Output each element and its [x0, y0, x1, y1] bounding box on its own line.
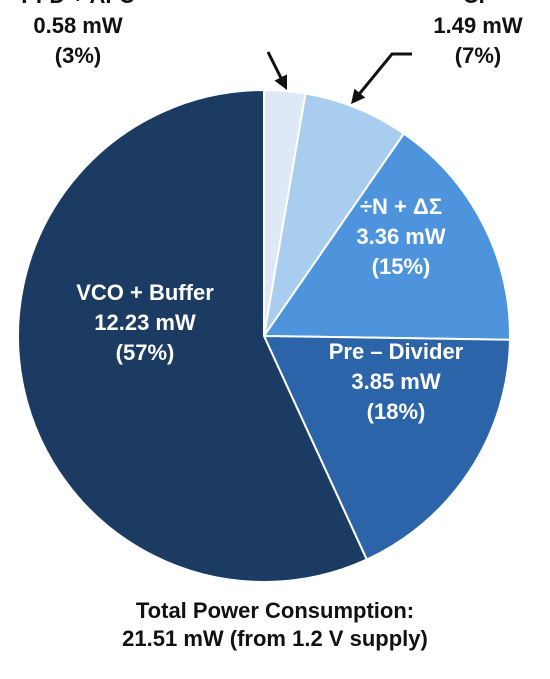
slice-labels: VCO + Buffer 12.23 mW (57%) PFD + AFC 0.58 m… [21, 0, 523, 424]
total-power-caption-line2: 21.51 mW (from 1.2 V supply) [122, 626, 428, 651]
slice-label-vco-buffer-power: 12.23 mW [94, 310, 196, 335]
slice-label-pre-divider-percent: (18%) [367, 399, 426, 424]
pie-slices [17, 88, 511, 583]
pie-slice-cp [263, 92, 406, 337]
slice-label-cp-percent: (7%) [455, 43, 501, 68]
cp-arrow-line [354, 52, 412, 99]
cp-arrow-head [351, 88, 366, 104]
pie-slice-divn-deltasigma [262, 132, 511, 341]
slice-label-divn-deltasigma-percent: (15%) [372, 254, 431, 279]
slice-label-pfd-afc-percent: (3%) [55, 43, 101, 68]
slice-label-pfd-afc-power: 0.58 mW [33, 13, 122, 38]
slice-label-pfd-afc: PFD + AFC 0.58 mW (3%) [21, 0, 135, 68]
pie-slice-vco-buffer [17, 88, 369, 583]
pfd-afc-arrow-head [274, 74, 287, 90]
slice-label-pfd-afc-name: PFD + AFC [21, 0, 135, 8]
slice-label-cp-power: 1.49 mW [433, 13, 522, 38]
slice-label-vco-buffer-percent: (57%) [116, 340, 175, 365]
slice-label-divn-deltasigma-power: 3.36 mW [356, 224, 445, 249]
slice-label-pre-divider-power: 3.85 mW [351, 369, 440, 394]
slice-label-vco-buffer: VCO + Buffer 12.23 mW (57%) [76, 280, 214, 365]
slice-label-pre-divider: Pre – Divider 3.85 mW (18%) [329, 339, 464, 424]
slice-label-cp: CP 1.49 mW (7%) [433, 0, 522, 68]
slice-label-vco-buffer-name: VCO + Buffer [76, 280, 214, 305]
slice-label-cp-name: CP [463, 0, 494, 8]
pie-slice-pre-divider [262, 334, 511, 561]
slice-label-divn-deltasigma-name: ÷N + ΔΣ [360, 194, 442, 219]
total-power-caption-line1: Total Power Consumption: [135, 598, 415, 623]
callout-arrows [266, 51, 412, 104]
slice-label-pre-divider-name: Pre – Divider [329, 339, 464, 364]
total-power-caption: Total Power Consumption: 21.51 mW (from … [0, 597, 550, 653]
slice-label-divn-deltasigma: ÷N + ΔΣ 3.36 mW (15%) [356, 194, 445, 279]
